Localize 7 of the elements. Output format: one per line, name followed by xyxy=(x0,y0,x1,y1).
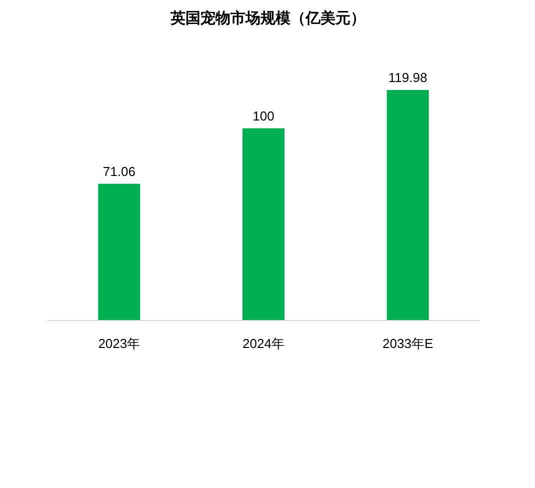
chart-title: 英国宠物市场规模（亿美元） xyxy=(170,9,366,27)
data-label: 119.98 xyxy=(388,70,428,85)
x-tick-label: 2033年E xyxy=(382,336,434,351)
x-tick-label: 2024年 xyxy=(242,336,284,351)
data-label: 71.06 xyxy=(102,164,136,179)
x-tick-label: 2023年 xyxy=(98,336,140,351)
data-label: 100 xyxy=(252,108,274,124)
